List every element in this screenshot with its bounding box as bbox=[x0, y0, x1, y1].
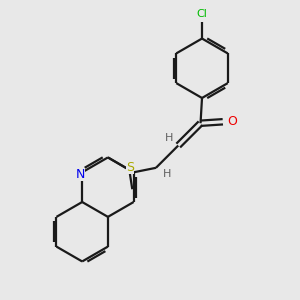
Text: S: S bbox=[126, 161, 134, 174]
Text: Cl: Cl bbox=[196, 9, 208, 19]
Text: H: H bbox=[164, 133, 173, 143]
Text: N: N bbox=[76, 168, 86, 181]
Text: O: O bbox=[227, 115, 237, 128]
Text: H: H bbox=[163, 169, 171, 179]
